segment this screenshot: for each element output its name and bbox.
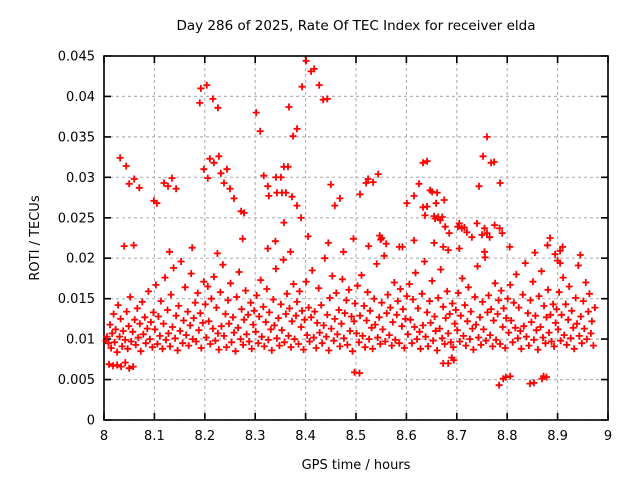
x-axis-label: GPS time / hours (302, 458, 411, 473)
tick-labels-layer: 8 8.1 8.2 8.3 8.4 8.5 8.6 8.7 8.8 8.9 9 0 0.005 0.01 0… (58, 50, 612, 445)
y-tick-label: 0.04 (66, 90, 95, 105)
x-tick-label: 9 (604, 429, 612, 444)
scatter-points-layer (102, 57, 599, 389)
chart-title: Day 286 of 2025, Rate Of TEC Index for r… (176, 18, 535, 34)
y-tick-label: 0.03 (66, 171, 95, 186)
x-tick-label: 8.8 (497, 429, 518, 444)
x-tick-label: 8.3 (245, 429, 266, 444)
x-tick-label: 8.4 (295, 429, 316, 444)
y-tick-label: 0.045 (58, 50, 95, 65)
scatter-points (102, 57, 599, 389)
x-tick-label: 8.6 (396, 429, 417, 444)
y-tick-label: 0.005 (58, 373, 95, 388)
y-tick-label: 0.01 (66, 333, 95, 348)
y-tick-label: 0.035 (58, 130, 95, 145)
x-tick-label: 8.5 (346, 429, 367, 444)
x-tick-label: 8.2 (194, 429, 215, 444)
y-tick-label: 0 (87, 414, 95, 429)
x-tick-label: 8.1 (144, 429, 165, 444)
x-tick-label: 8.9 (547, 429, 568, 444)
x-tick-label: 8 (100, 429, 108, 444)
y-tick-label: 0.02 (66, 252, 95, 267)
x-tick-label: 8.7 (446, 429, 467, 444)
y-tick-label: 0.025 (58, 211, 95, 226)
y-tick-label: 0.015 (58, 292, 95, 307)
y-axis-label: ROTI / TECUs (28, 195, 43, 280)
